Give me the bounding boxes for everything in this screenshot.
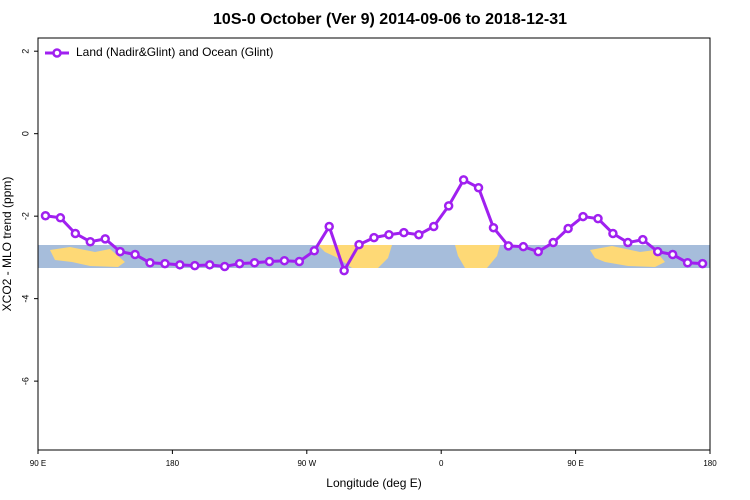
point <box>70 228 81 239</box>
point <box>204 260 215 270</box>
point <box>458 175 469 185</box>
point <box>697 258 708 269</box>
x-tick-label: 180 <box>166 459 180 468</box>
point <box>55 213 66 223</box>
y-tick-label: 2 <box>20 49 30 54</box>
point <box>652 246 663 257</box>
x-tick-label: 90 W <box>297 459 316 468</box>
plot-frame <box>37 37 711 451</box>
point <box>264 256 275 267</box>
legend-label: Land (Nadir&Glint) and Ocean (Glint) <box>76 45 273 59</box>
point <box>518 241 529 252</box>
point <box>399 227 409 238</box>
point <box>414 229 424 240</box>
point <box>100 234 110 244</box>
land <box>590 246 665 267</box>
y-axis-label: XCO2 - MLO trend (ppm) <box>0 177 14 312</box>
point <box>608 228 618 239</box>
point <box>339 265 349 276</box>
point <box>623 237 633 248</box>
point <box>548 237 558 248</box>
point <box>384 229 394 240</box>
x-tick-label: 90 E <box>30 459 46 468</box>
x-axis-label: Longitude (deg E) <box>326 476 421 490</box>
chart-title: 10S-0 October (Ver 9) 2014-09-06 to 2018… <box>213 11 567 28</box>
point <box>488 222 499 233</box>
point <box>309 246 320 256</box>
point <box>160 258 170 269</box>
point <box>219 261 230 272</box>
x-tick-label: 0 <box>439 459 444 468</box>
point <box>294 256 305 267</box>
x-tick-label: 180 <box>703 459 717 468</box>
land <box>50 247 125 267</box>
point <box>324 221 334 232</box>
legend-marker <box>52 48 62 58</box>
point <box>130 249 140 260</box>
point <box>279 255 290 266</box>
land <box>455 245 500 268</box>
point <box>667 249 678 260</box>
point <box>190 260 200 271</box>
point <box>145 258 155 268</box>
point <box>175 260 185 270</box>
y-tick-label: 0 <box>20 131 30 136</box>
y-tick-label: -4 <box>20 295 30 303</box>
point <box>115 246 125 257</box>
point <box>503 241 514 251</box>
point <box>443 201 454 211</box>
point <box>638 234 648 245</box>
point <box>578 211 588 222</box>
point <box>682 258 693 268</box>
point <box>85 236 96 247</box>
y-tick-label: -6 <box>20 377 30 385</box>
point <box>533 246 544 257</box>
point <box>563 223 573 234</box>
point <box>428 221 439 232</box>
point <box>234 258 245 269</box>
point <box>593 213 603 224</box>
point <box>473 182 484 193</box>
point <box>40 210 51 221</box>
point <box>354 239 364 250</box>
x-tick-label: 90 E <box>567 459 583 468</box>
point <box>369 232 379 243</box>
y-tick-label: -2 <box>20 212 30 220</box>
point <box>249 258 260 268</box>
